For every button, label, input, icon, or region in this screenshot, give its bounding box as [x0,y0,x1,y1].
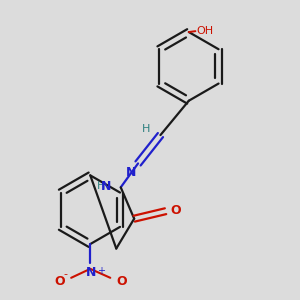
Text: N: N [101,180,111,193]
Text: O: O [55,275,65,288]
Text: +: + [97,266,105,276]
Text: H: H [97,182,105,191]
Text: O: O [170,204,181,217]
Text: -: - [63,269,67,279]
Text: O: O [117,275,128,288]
Text: OH: OH [196,26,213,36]
Text: N: N [126,167,136,179]
Text: N: N [86,266,96,280]
Text: H: H [142,124,150,134]
